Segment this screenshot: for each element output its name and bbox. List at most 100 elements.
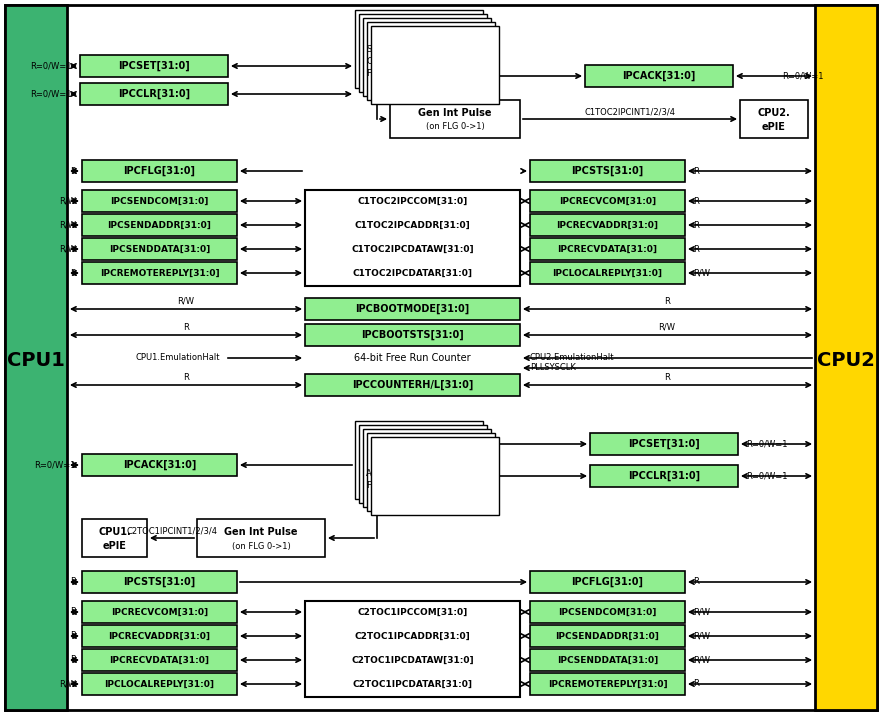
Text: R=0/W=1: R=0/W=1 [746, 440, 788, 448]
Bar [82, 601, 237, 623]
Text: R: R [71, 608, 76, 616]
Text: CLR31: CLR31 [437, 456, 464, 465]
Bar [305, 190, 520, 286]
Text: R: R [183, 373, 189, 382]
Bar [371, 26, 499, 104]
Bar [530, 262, 685, 284]
Text: 64-bit Free Run Counter: 64-bit Free Run Counter [355, 353, 471, 363]
Bar [82, 190, 237, 212]
Text: IPCRECVDATA[31:0]: IPCRECVDATA[31:0] [557, 245, 657, 254]
Bar [590, 433, 738, 455]
Text: C1TOC2IPCADDR[31:0]: C1TOC2IPCADDR[31:0] [355, 220, 470, 230]
Text: FLG0: FLG0 [366, 480, 387, 490]
Text: R/W: R/W [59, 679, 76, 689]
Text: CLR0: CLR0 [366, 57, 388, 66]
Text: R: R [693, 679, 699, 689]
Text: IPCCLR[31:0]: IPCCLR[31:0] [628, 471, 700, 481]
Text: R: R [183, 322, 189, 332]
Bar [585, 65, 733, 87]
Text: CPU2.: CPU2. [758, 108, 790, 118]
Text: C2TOC1IPCINT1/2/3/4: C2TOC1IPCINT1/2/3/4 [126, 526, 218, 536]
Text: R: R [693, 578, 699, 586]
Text: R/W: R/W [693, 269, 710, 277]
Text: C2TOC1IPCDATAW[31:0]: C2TOC1IPCDATAW[31:0] [351, 656, 474, 664]
Text: R/W: R/W [693, 631, 710, 641]
Text: IPCACK[31:0]: IPCACK[31:0] [123, 460, 196, 470]
Text: C2TOC1IPCDATAR[31:0]: C2TOC1IPCDATAR[31:0] [353, 679, 473, 689]
Text: ACK0: ACK0 [409, 57, 431, 66]
Text: IPCREMOTEREPLY[31:0]: IPCREMOTEREPLY[31:0] [548, 679, 668, 689]
Text: IPCFLG[31:0]: IPCFLG[31:0] [123, 166, 196, 176]
Text: IPCSET[31:0]: IPCSET[31:0] [628, 439, 700, 449]
Text: C1TOC2IPCDATAR[31:0]: C1TOC2IPCDATAR[31:0] [353, 269, 473, 277]
Text: SET31: SET31 [403, 36, 429, 44]
Bar [82, 238, 237, 260]
Text: CPU1: CPU1 [7, 350, 65, 370]
Text: R: R [693, 167, 699, 175]
Text: C1TOC2IPCCOM[31:0]: C1TOC2IPCCOM[31:0] [357, 197, 467, 205]
Bar [80, 83, 228, 105]
Text: IPCLOCALREPLY[31:0]: IPCLOCALREPLY[31:0] [552, 269, 662, 277]
Bar [355, 421, 483, 499]
Text: CLR31: CLR31 [402, 46, 430, 54]
Text: IPCFLG[31:0]: IPCFLG[31:0] [572, 577, 644, 587]
Text: IPCRECVDATA[31:0]: IPCRECVDATA[31:0] [109, 656, 210, 664]
Text: R=0/W=1: R=0/W=1 [782, 72, 824, 81]
Bar [80, 55, 228, 77]
Text: IPCSENDADDR[31:0]: IPCSENDADDR[31:0] [108, 220, 212, 230]
Text: C2TOC1IPCCOM[31:0]: C2TOC1IPCCOM[31:0] [357, 608, 467, 616]
Text: IPCSTS[31:0]: IPCSTS[31:0] [123, 577, 196, 587]
Text: R: R [693, 197, 699, 205]
Text: C1TOC2IPCDATAW[31:0]: C1TOC2IPCDATAW[31:0] [351, 245, 474, 254]
Text: SET0: SET0 [367, 46, 387, 54]
Bar [305, 601, 520, 697]
Text: R: R [71, 656, 76, 664]
Bar [359, 14, 487, 92]
Bar [815, 5, 877, 710]
Text: IPCLOCALREPLY[31:0]: IPCLOCALREPLY[31:0] [104, 679, 214, 689]
Bar [82, 673, 237, 695]
Text: PLLSYSCLK: PLLSYSCLK [530, 363, 576, 373]
Bar [530, 238, 685, 260]
Text: Gen Int Pulse: Gen Int Pulse [224, 527, 298, 537]
Text: IPCRECVADDR[31:0]: IPCRECVADDR[31:0] [108, 631, 211, 641]
Bar [82, 160, 237, 182]
Text: FLG0: FLG0 [366, 69, 387, 79]
Bar [363, 18, 491, 96]
Text: ACK0: ACK0 [366, 468, 388, 478]
Text: R: R [71, 631, 76, 641]
Text: IPCRECVADDR[31:0]: IPCRECVADDR[31:0] [557, 220, 659, 230]
Text: IPCSENDCOM[31:0]: IPCSENDCOM[31:0] [558, 608, 657, 616]
Text: Gen Int Pulse: Gen Int Pulse [418, 108, 492, 118]
Text: R: R [664, 373, 670, 382]
Text: IPCSENDADDR[31:0]: IPCSENDADDR[31:0] [556, 631, 660, 641]
Bar [5, 5, 67, 710]
Text: IPCSTS[31:0]: IPCSTS[31:0] [572, 166, 644, 176]
Text: IPCRECVCOM[31:0]: IPCRECVCOM[31:0] [111, 608, 208, 616]
Bar [530, 160, 685, 182]
Bar [363, 429, 491, 507]
Text: R/W: R/W [693, 608, 710, 616]
Text: SET31: SET31 [403, 446, 429, 455]
Text: FLG31: FLG31 [402, 466, 430, 475]
Text: ACK31: ACK31 [445, 36, 472, 44]
Text: CPU1.: CPU1. [98, 527, 131, 537]
Text: C1TOC2IPCINT1/2/3/4: C1TOC2IPCINT1/2/3/4 [585, 107, 676, 117]
Text: IPCSET[31:0]: IPCSET[31:0] [118, 61, 190, 71]
Bar [390, 100, 520, 138]
Bar [367, 22, 495, 100]
Text: SET0: SET0 [409, 456, 430, 465]
Text: R: R [71, 269, 76, 277]
Text: IPCSENDCOM[31:0]: IPCSENDCOM[31:0] [110, 197, 209, 205]
Text: CPU1.EmulationHalt: CPU1.EmulationHalt [136, 353, 220, 363]
Bar [82, 454, 237, 476]
Text: R: R [664, 297, 670, 305]
Text: ePIE: ePIE [102, 541, 126, 551]
Bar [530, 190, 685, 212]
Text: ACK31: ACK31 [389, 456, 417, 465]
Bar [530, 601, 685, 623]
Bar [530, 214, 685, 236]
Text: R/W: R/W [59, 220, 76, 230]
Text: R=0/W=1: R=0/W=1 [31, 61, 72, 71]
Text: R: R [71, 167, 76, 175]
